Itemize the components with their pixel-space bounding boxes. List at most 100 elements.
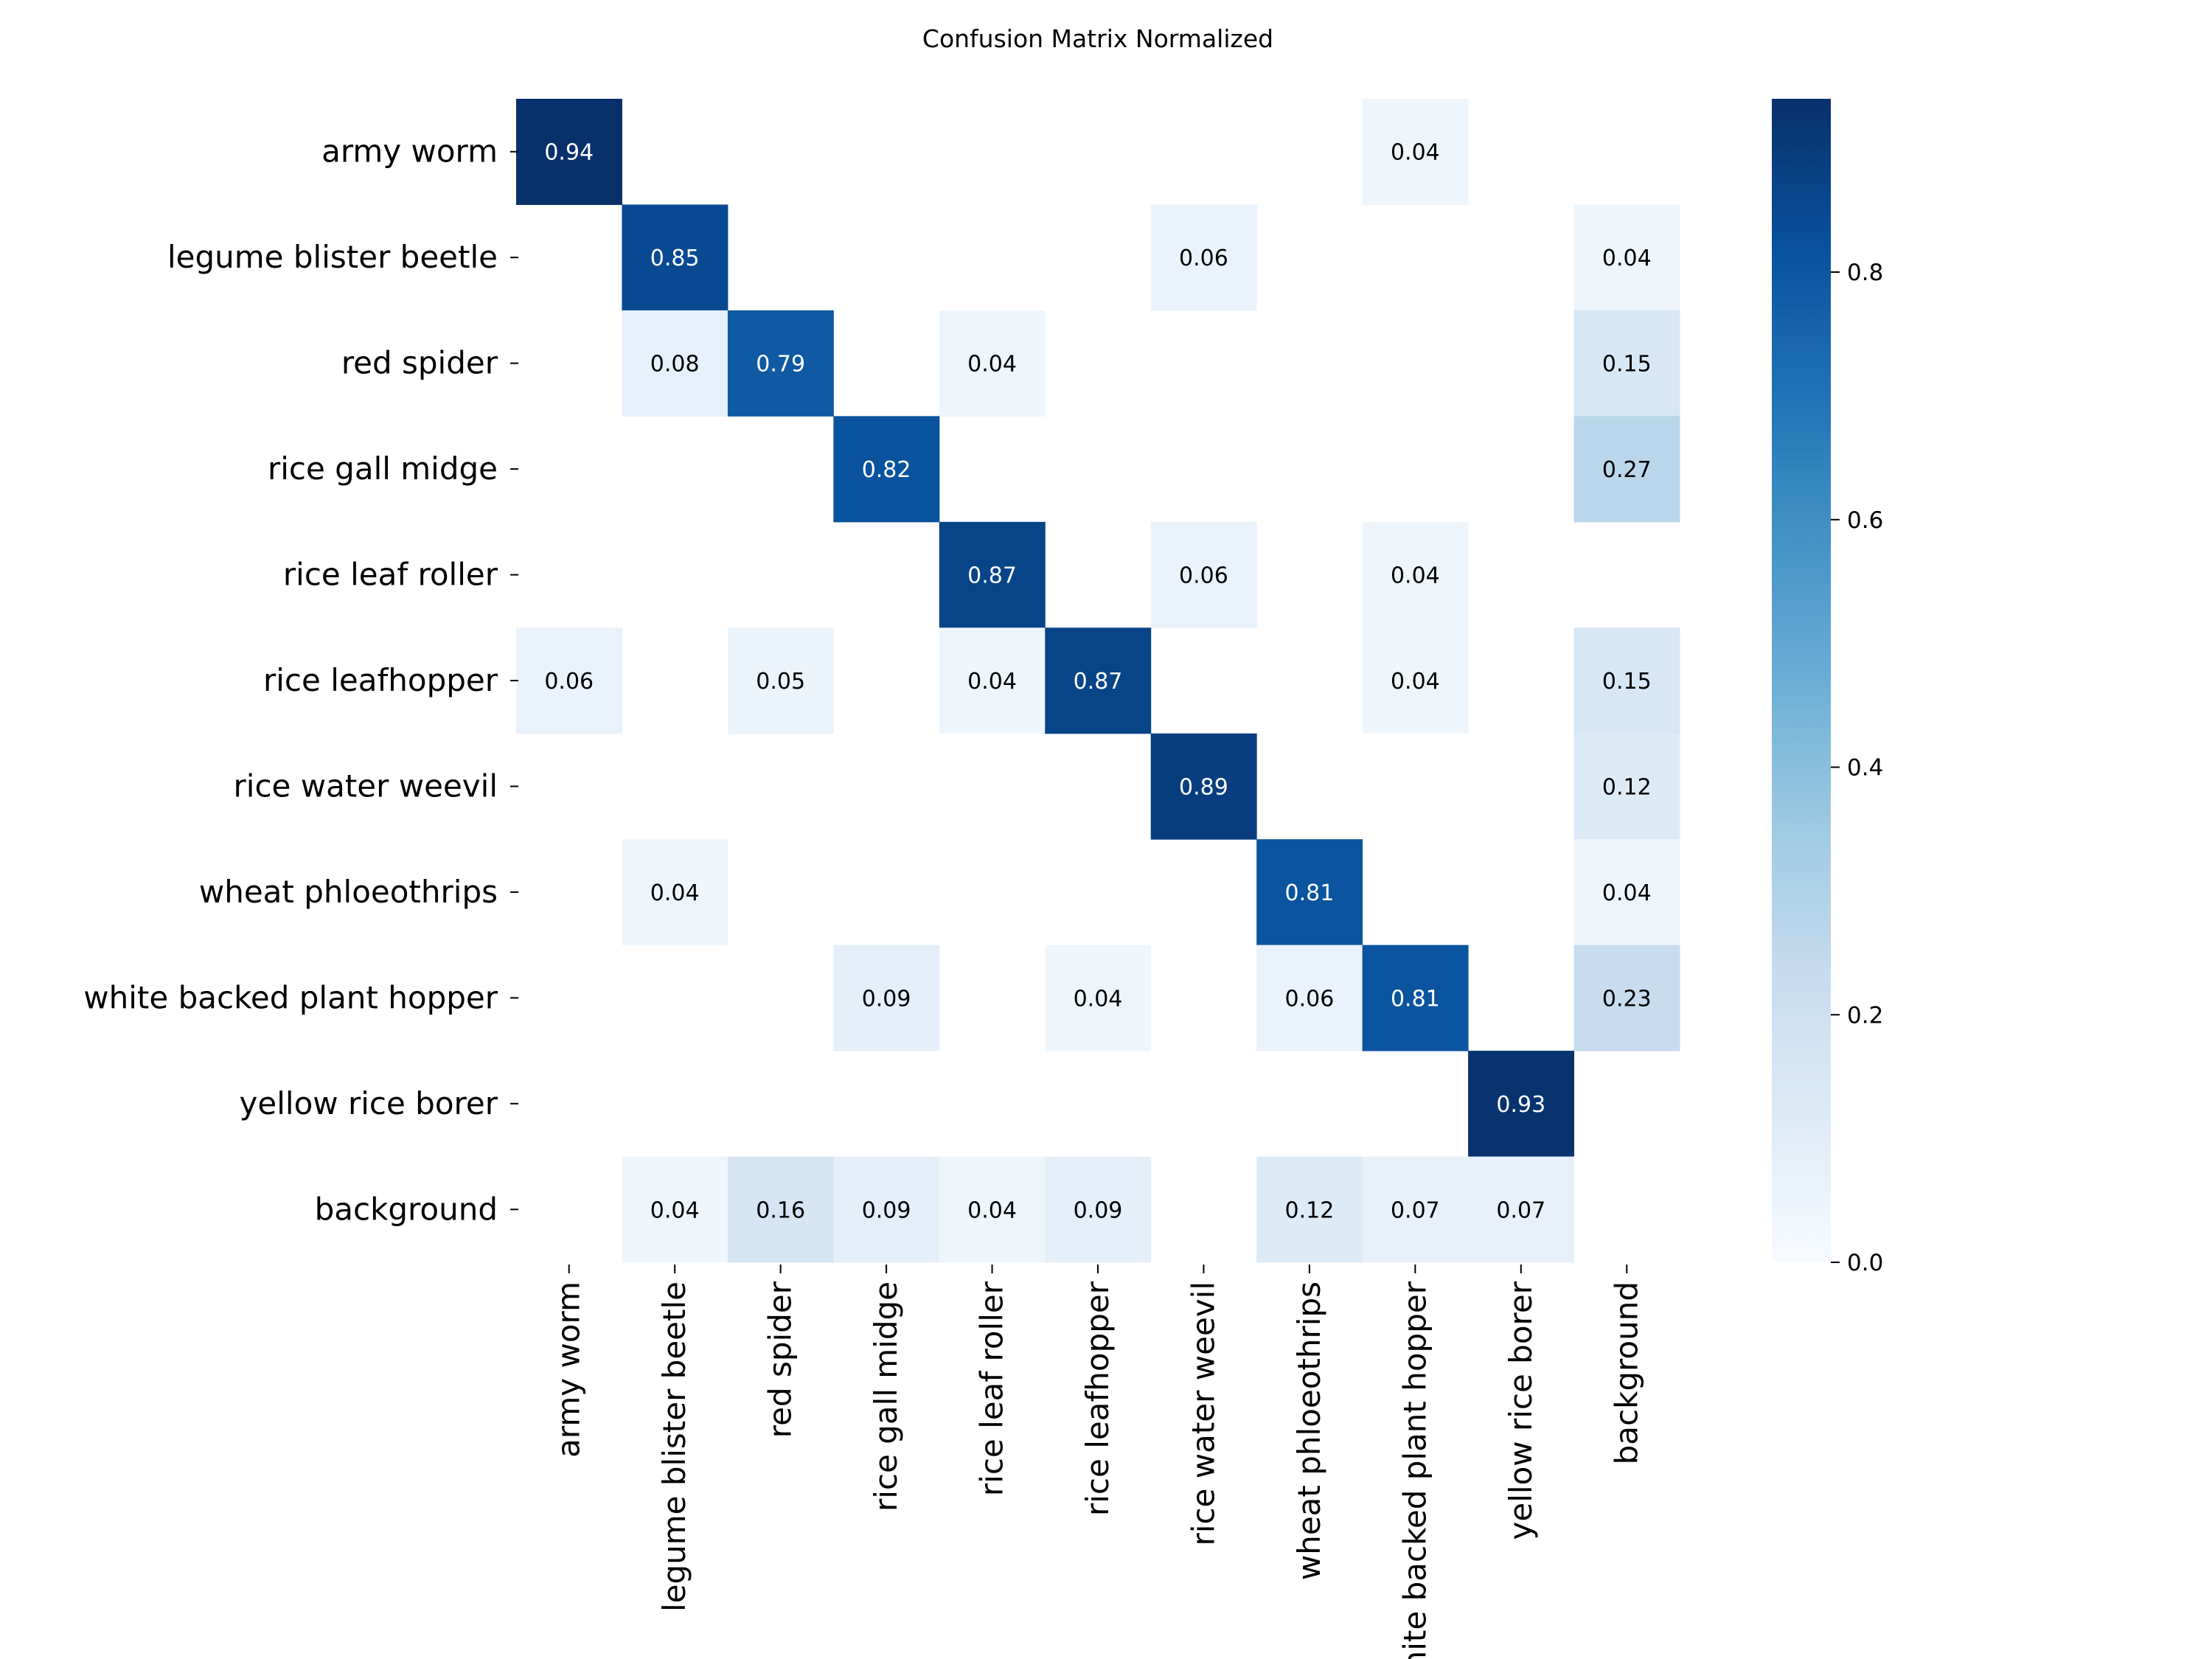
cell-value-label: 0.06 xyxy=(1179,563,1228,589)
cell-value-label: 0.94 xyxy=(544,140,594,166)
heatmap-cell xyxy=(727,310,834,417)
heatmap-cell xyxy=(833,416,940,523)
colorbar-tick-label: 0.0 xyxy=(1847,1250,1883,1276)
heatmap-cell xyxy=(1256,1156,1363,1263)
x-tick-label: army worm xyxy=(551,1281,587,1458)
cell-value-label: 0.93 xyxy=(1496,1092,1545,1118)
heatmap-cell xyxy=(1045,1156,1152,1263)
heatmap-cell xyxy=(1573,733,1680,840)
heatmap-cell xyxy=(1256,839,1363,946)
y-tick-label: rice water weevil xyxy=(234,768,498,804)
cell-value-label: 0.85 xyxy=(650,246,700,271)
cell-value-label: 0.09 xyxy=(862,986,911,1012)
heatmap-cell xyxy=(1362,99,1469,205)
cell-value-label: 0.87 xyxy=(967,563,1017,589)
y-tick-label: rice leaf roller xyxy=(283,557,498,593)
y-tick-label: rice gall midge xyxy=(268,451,498,487)
x-axis-tick-labels: army worm legume blister beetle red spider… xyxy=(551,1265,1644,1659)
heatmap-cell xyxy=(622,310,728,417)
cell-value-label: 0.06 xyxy=(544,669,594,695)
cell-value-label: 0.87 xyxy=(1074,669,1123,695)
heatmap-cell xyxy=(1573,204,1680,311)
heatmap-cell xyxy=(1573,310,1680,417)
cell-value-label: 0.08 xyxy=(650,352,700,378)
cell-value-label: 0.06 xyxy=(1179,246,1228,271)
heatmap-cell xyxy=(1362,521,1469,628)
colorbar-tick-label: 0.2 xyxy=(1847,1002,1883,1029)
y-tick-label: red spider xyxy=(341,345,498,381)
heatmap-cell xyxy=(622,839,728,946)
cell-value-label: 0.05 xyxy=(756,669,805,695)
cell-value-label: 0.89 xyxy=(1179,774,1228,800)
cell-value-label: 0.04 xyxy=(1602,880,1652,906)
chart-title: Confusion Matrix Normalized xyxy=(922,24,1273,53)
heatmap-cell xyxy=(1362,627,1469,734)
y-tick-label: legume blister beetle xyxy=(167,239,498,275)
x-tick-label: rice leaf roller xyxy=(974,1281,1010,1496)
heatmap-cell xyxy=(1468,1156,1575,1263)
y-axis-tick-labels: army worm legume blister beetle red spider… xyxy=(83,133,518,1227)
x-tick-label: wheat phloeothrips xyxy=(1291,1281,1327,1580)
y-tick-label: background xyxy=(315,1191,498,1227)
heatmap-cell xyxy=(1468,1051,1575,1158)
y-tick-label: army worm xyxy=(321,133,498,170)
heatmap-cell xyxy=(833,1156,940,1263)
cell-value-label: 0.12 xyxy=(1602,774,1652,800)
heatmap-cell xyxy=(622,1156,728,1263)
heatmap-cell xyxy=(1150,521,1257,628)
heatmap-cells: 0.94 0.04 0.85 0.06 0.04 0.08 0.79 0.04 0.15 0.82… xyxy=(516,99,1680,1263)
heatmap-cell xyxy=(516,627,622,734)
cell-value-label: 0.04 xyxy=(650,1197,700,1223)
heatmap-cell xyxy=(516,99,622,205)
x-tick-label: background xyxy=(1608,1281,1644,1464)
cell-value-label: 0.04 xyxy=(967,669,1017,695)
cell-value-label: 0.07 xyxy=(1391,1197,1440,1223)
heatmap-cell xyxy=(1150,204,1257,311)
cell-value-label: 0.27 xyxy=(1602,457,1652,483)
x-tick-label: legume blister beetle xyxy=(656,1281,692,1612)
cell-value-label: 0.82 xyxy=(862,457,911,483)
cell-value-label: 0.15 xyxy=(1602,669,1652,695)
cell-value-label: 0.06 xyxy=(1285,986,1335,1012)
cell-value-label: 0.23 xyxy=(1602,986,1652,1012)
y-tick-label: rice leafhopper xyxy=(263,662,498,698)
heatmap-cell xyxy=(727,627,834,734)
cell-value-label: 0.07 xyxy=(1496,1197,1545,1223)
cell-value-label: 0.09 xyxy=(1074,1197,1123,1223)
heatmap-cell xyxy=(939,521,1046,628)
cell-value-label: 0.04 xyxy=(1391,563,1440,589)
x-tick-label: rice gall midge xyxy=(868,1281,904,1512)
cell-value-label: 0.09 xyxy=(862,1197,911,1223)
heatmap-cell xyxy=(1150,733,1257,840)
heatmap-cell xyxy=(622,204,728,311)
cell-value-label: 0.04 xyxy=(1391,669,1440,695)
colorbar-ticks: 0.0 0.2 0.4 0.6 0.8 xyxy=(1831,260,1883,1276)
heatmap-cell xyxy=(1573,945,1680,1051)
cell-value-label: 0.81 xyxy=(1391,986,1440,1012)
cell-value-label: 0.16 xyxy=(756,1197,805,1223)
y-tick-label: yellow rice borer xyxy=(240,1085,498,1121)
heatmap-cell xyxy=(727,1156,834,1263)
cell-value-label: 0.04 xyxy=(650,880,700,906)
y-tick-label: wheat phloeothrips xyxy=(199,874,498,910)
heatmap-cell xyxy=(939,1156,1046,1263)
cell-value-label: 0.81 xyxy=(1285,880,1335,906)
cell-value-label: 0.15 xyxy=(1602,352,1652,378)
heatmap-cell xyxy=(1573,839,1680,946)
cell-value-label: 0.12 xyxy=(1285,1197,1335,1223)
heatmap-cell xyxy=(1573,627,1680,734)
heatmap-cell xyxy=(1045,627,1152,734)
heatmap-cell xyxy=(1362,1156,1469,1263)
colorbar-tick-label: 0.8 xyxy=(1847,260,1883,286)
x-tick-label: yellow rice borer xyxy=(1503,1281,1539,1540)
cell-value-label: 0.04 xyxy=(1391,140,1440,166)
cell-value-label: 0.04 xyxy=(1074,986,1123,1012)
heatmap-cell xyxy=(1045,945,1152,1051)
cell-value-label: 0.04 xyxy=(967,1197,1017,1223)
colorbar-tick-label: 0.6 xyxy=(1847,507,1883,534)
x-tick-label: red spider xyxy=(762,1281,799,1438)
x-tick-label: rice leafhopper xyxy=(1079,1281,1116,1516)
heatmap-cell xyxy=(939,627,1046,734)
heatmap-cell xyxy=(833,945,940,1051)
